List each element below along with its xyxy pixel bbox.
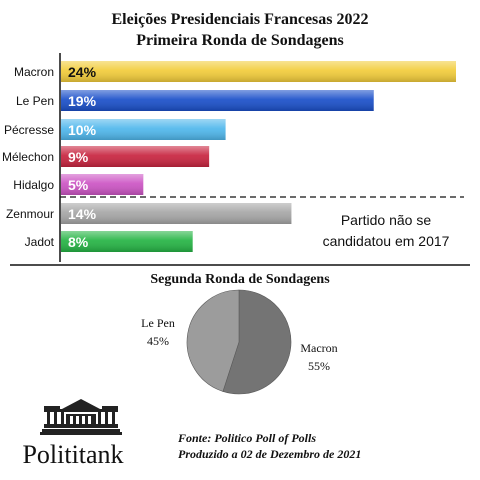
parliament-building-icon — [40, 399, 122, 435]
category-label-macron: Macron — [14, 65, 54, 79]
pie-label-le-pen: Le Pen — [141, 316, 175, 330]
date-note: Produzido a 02 de Dezembro de 2021 — [178, 447, 361, 461]
category-label-hidalgo: Hidalgo — [13, 178, 54, 192]
pie-value-macron: 55% — [308, 359, 330, 373]
bar-value-label-jadot: 8% — [68, 234, 89, 250]
annotation-line-2: candidatou em 2017 — [323, 233, 450, 249]
bar-value-label-melechon: 9% — [68, 149, 89, 165]
bar-value-label-hidalgo: 5% — [68, 177, 89, 193]
category-label-melechon: Mélechon — [2, 150, 54, 164]
annotation-line-1: Partido não se — [341, 212, 431, 228]
category-label-zenmour: Zenmour — [6, 207, 54, 221]
bar-shine-le-pen — [61, 90, 374, 111]
bar-value-label-macron: 24% — [68, 64, 97, 80]
pie-group: Macron 55% Le Pen 45% — [141, 290, 337, 394]
category-label-pecresse: Pécresse — [4, 123, 54, 137]
pie-label-macron: Macron — [300, 341, 337, 355]
category-label-le-pen: Le Pen — [16, 94, 54, 108]
pie-title: Segunda Ronda de Sondagens — [150, 272, 330, 287]
source-note: Fonte: Politico Poll of Polls — [177, 431, 316, 445]
chart-subtitle: Primeira Ronda de Sondagens — [136, 32, 344, 49]
bar-shine-macron — [61, 61, 456, 82]
bar-value-label-zenmour: 14% — [68, 206, 97, 222]
brand-name: Polititank — [22, 440, 123, 469]
bar-value-label-le-pen: 19% — [68, 93, 97, 109]
chart-title: Eleições Presidenciais Francesas 2022 — [112, 11, 369, 28]
category-label-jadot: Jadot — [25, 235, 55, 249]
pie-value-le-pen: 45% — [147, 334, 169, 348]
bar-value-label-pecresse: 10% — [68, 122, 97, 138]
